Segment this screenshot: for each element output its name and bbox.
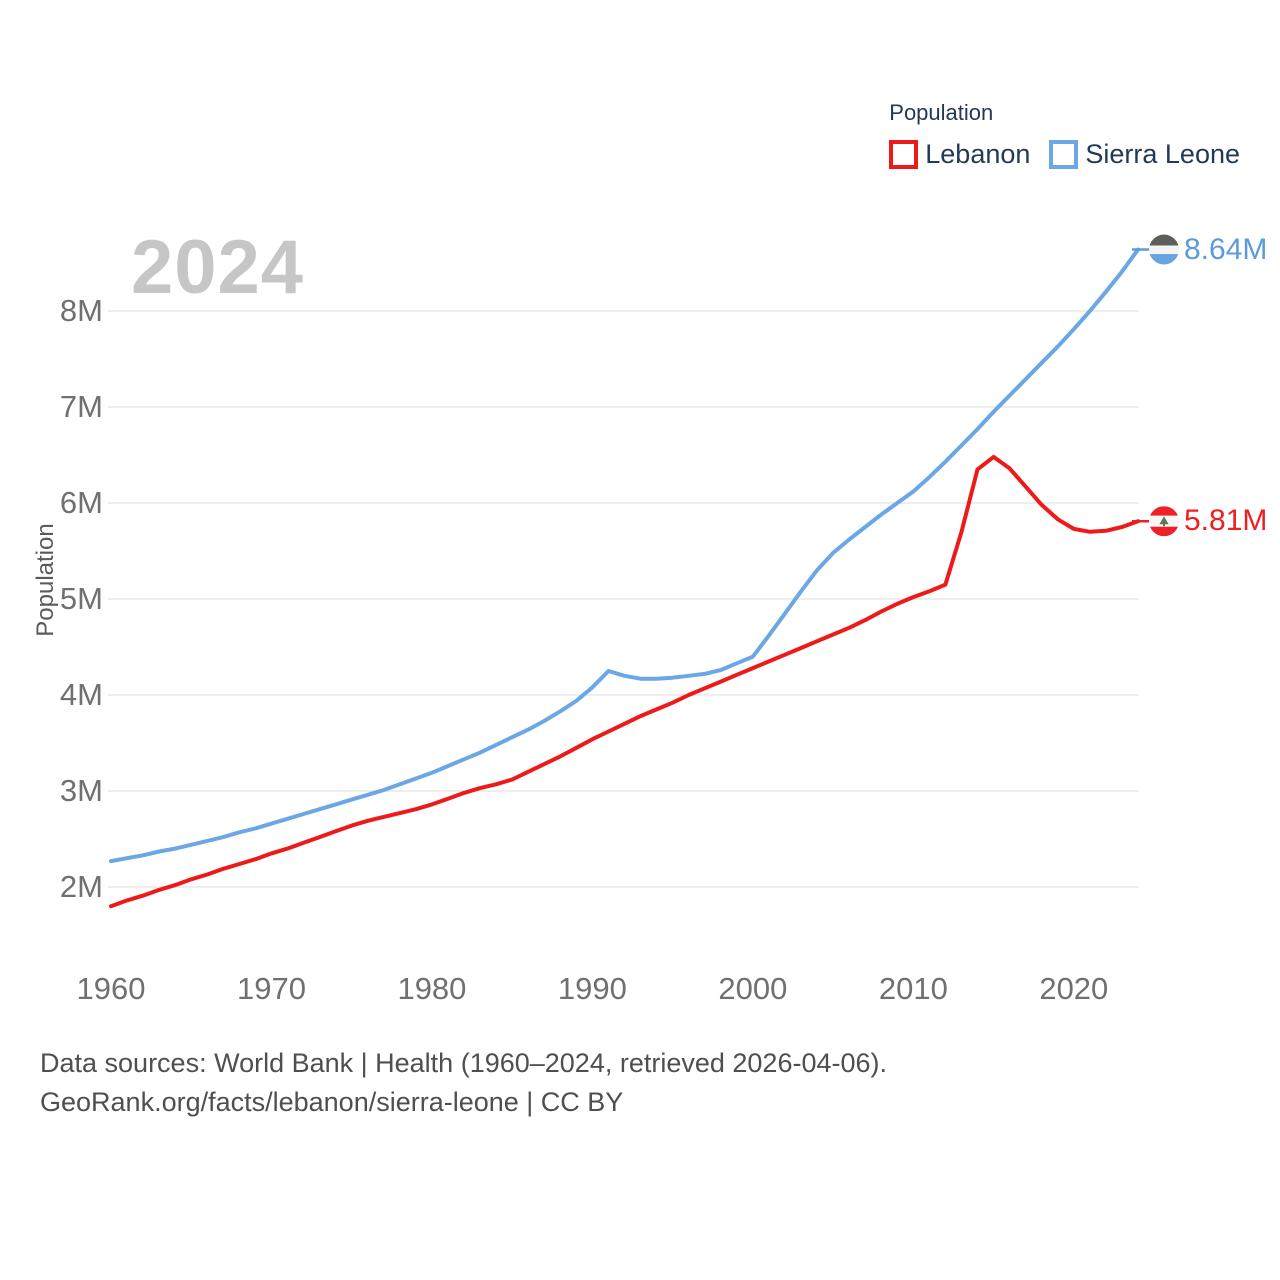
legend-item-label: Lebanon bbox=[925, 139, 1031, 169]
y-tick-label: 5M bbox=[59, 581, 103, 616]
x-tick-label: 1990 bbox=[557, 971, 627, 1006]
y-axis-title: Population bbox=[32, 523, 59, 637]
x-tick-label: 1960 bbox=[76, 971, 146, 1006]
x-tick-label: 1970 bbox=[236, 971, 306, 1006]
year-watermark: 2024 bbox=[131, 225, 305, 310]
lebanon-series-line[interactable] bbox=[109, 454, 1140, 909]
x-tick-label: 1980 bbox=[397, 971, 467, 1006]
legend-item-sierra-leone[interactable]: Sierra Leone bbox=[1049, 139, 1240, 170]
x-tick-label: 2000 bbox=[718, 971, 788, 1006]
y-tick-label: 6M bbox=[59, 485, 103, 520]
y-tick-label: 2M bbox=[59, 869, 103, 904]
sierra-leone-flag-icon bbox=[1149, 234, 1179, 265]
y-tick-label: 4M bbox=[59, 677, 103, 712]
legend-title: Population bbox=[889, 100, 994, 125]
sierra-leone-value-label: 8.64M bbox=[1184, 232, 1268, 266]
x-tick-label: 2020 bbox=[1039, 971, 1109, 1006]
x-tick-label: 2010 bbox=[878, 971, 948, 1006]
legend-item-lebanon[interactable]: Lebanon bbox=[889, 139, 1030, 170]
footer: Data sources: World Bank | Health (1960–… bbox=[40, 1044, 887, 1122]
y-tick-label: 7M bbox=[59, 389, 103, 424]
sierra-leone-series-line[interactable] bbox=[109, 247, 1140, 864]
plot-area bbox=[108, 234, 1179, 909]
legend-items: Lebanon Sierra Leone bbox=[889, 139, 1240, 170]
sierra-leone-swatch-icon bbox=[1049, 140, 1079, 169]
gridlines bbox=[108, 310, 1139, 888]
legend-item-label: Sierra Leone bbox=[1085, 139, 1240, 169]
lebanon-swatch-icon bbox=[889, 140, 919, 169]
attribution-text: GeoRank.org/facts/lebanon/sierra-leone |… bbox=[40, 1087, 624, 1117]
lebanon-value-label: 5.81M bbox=[1184, 504, 1268, 538]
lebanon-flag-icon bbox=[1149, 506, 1179, 537]
y-tick-label: 8M bbox=[59, 293, 103, 328]
data-sources-text: Data sources: World Bank | Health (1960–… bbox=[40, 1048, 887, 1078]
legend: Population Lebanon Sierra Leone bbox=[889, 100, 1240, 170]
y-tick-label: 3M bbox=[59, 773, 103, 808]
